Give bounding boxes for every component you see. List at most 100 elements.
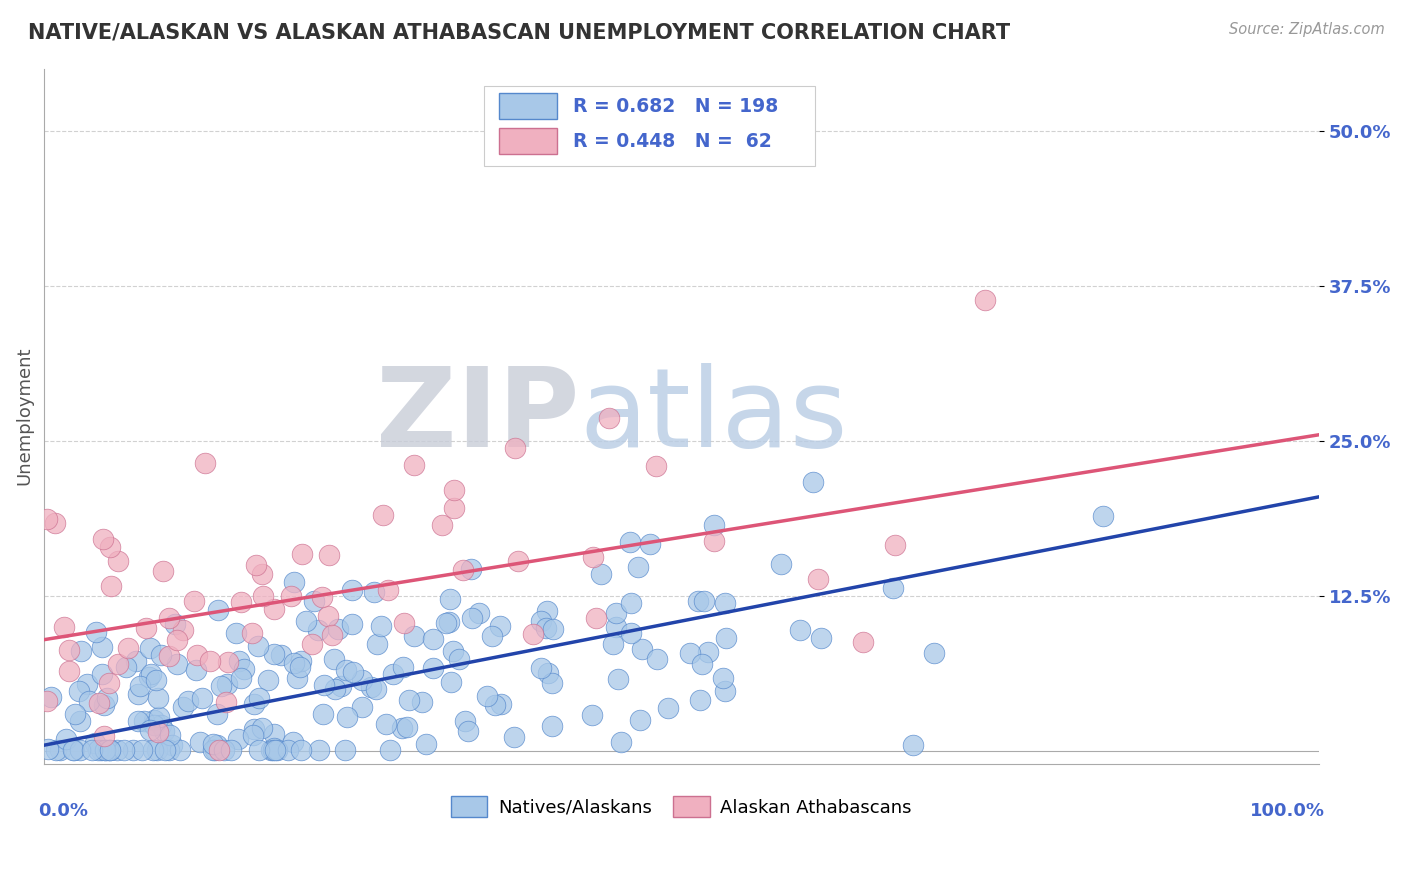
Point xyxy=(105,743,128,757)
Point xyxy=(62,743,84,757)
Point xyxy=(441,644,464,658)
Point xyxy=(247,690,270,705)
Point xyxy=(439,592,461,607)
Point xyxy=(209,679,232,693)
Point xyxy=(166,633,188,648)
Point xyxy=(619,535,641,549)
Point xyxy=(924,646,946,660)
Point xyxy=(127,714,149,729)
Point xyxy=(974,293,997,307)
Point xyxy=(242,728,264,742)
Point xyxy=(440,674,463,689)
Point xyxy=(98,743,121,757)
Point xyxy=(537,665,560,680)
Point xyxy=(506,554,529,568)
Point xyxy=(252,721,274,735)
Point xyxy=(266,743,288,757)
Point xyxy=(152,564,174,578)
Point xyxy=(283,574,305,589)
Point xyxy=(252,589,274,603)
Point xyxy=(352,673,374,687)
Point xyxy=(58,643,80,657)
Point xyxy=(58,664,80,678)
Point xyxy=(157,742,180,756)
Point xyxy=(122,743,145,757)
Point xyxy=(214,743,236,757)
Point xyxy=(127,687,149,701)
Point xyxy=(505,441,527,455)
Point xyxy=(145,673,167,687)
Point xyxy=(153,743,176,757)
Point xyxy=(693,593,716,607)
Point xyxy=(620,596,643,610)
Point xyxy=(711,671,734,685)
Point xyxy=(200,654,222,668)
Text: NATIVE/ALASKAN VS ALASKAN ATHABASCAN UNEMPLOYMENT CORRELATION CHART: NATIVE/ALASKAN VS ALASKAN ATHABASCAN UNE… xyxy=(28,22,1011,42)
Point xyxy=(644,459,666,474)
Point xyxy=(270,648,292,662)
Point xyxy=(115,660,138,674)
Point xyxy=(402,458,425,472)
Point xyxy=(204,743,226,757)
Point xyxy=(370,619,392,633)
Point xyxy=(582,550,605,565)
Point xyxy=(769,557,792,571)
Point xyxy=(645,652,668,666)
Point xyxy=(391,721,413,735)
Point xyxy=(308,743,330,757)
Text: atlas: atlas xyxy=(579,363,848,470)
Point xyxy=(581,708,603,723)
Point xyxy=(132,714,155,728)
Point xyxy=(225,626,247,640)
Text: Source: ZipAtlas.com: Source: ZipAtlas.com xyxy=(1229,22,1385,37)
Point xyxy=(543,622,565,636)
Point xyxy=(373,508,395,522)
Point xyxy=(70,643,93,657)
Point xyxy=(264,743,287,757)
Point xyxy=(263,727,285,741)
Point xyxy=(489,618,512,632)
Point xyxy=(714,596,737,610)
Point xyxy=(434,616,457,631)
Point xyxy=(98,676,121,690)
Point xyxy=(159,610,181,624)
Point xyxy=(447,652,470,666)
Point xyxy=(350,699,373,714)
Point xyxy=(77,694,100,708)
Point xyxy=(159,728,181,742)
Point xyxy=(627,559,650,574)
Point xyxy=(605,606,627,620)
Point xyxy=(620,625,643,640)
Point xyxy=(340,617,363,632)
Point xyxy=(139,723,162,738)
Point xyxy=(312,707,335,722)
Point xyxy=(184,663,207,677)
Point xyxy=(94,743,117,757)
Point xyxy=(283,656,305,670)
Point xyxy=(84,625,107,640)
Point xyxy=(366,637,388,651)
Point xyxy=(489,697,512,711)
Point xyxy=(125,654,148,668)
Point xyxy=(183,593,205,607)
Point xyxy=(360,680,382,694)
Point xyxy=(107,657,129,672)
Point xyxy=(342,582,364,597)
Point xyxy=(460,562,482,576)
Point xyxy=(411,695,433,709)
Point xyxy=(163,616,186,631)
Point xyxy=(93,729,115,743)
Point xyxy=(247,640,270,654)
Point xyxy=(530,614,553,628)
Point xyxy=(87,743,110,757)
Point xyxy=(229,671,252,685)
Point xyxy=(260,743,283,757)
Point xyxy=(149,718,172,732)
Point xyxy=(366,682,388,697)
Point xyxy=(311,591,333,605)
Point xyxy=(589,566,612,581)
Point xyxy=(703,534,725,549)
Point xyxy=(422,661,444,675)
Point xyxy=(382,667,405,681)
Point xyxy=(138,670,160,684)
